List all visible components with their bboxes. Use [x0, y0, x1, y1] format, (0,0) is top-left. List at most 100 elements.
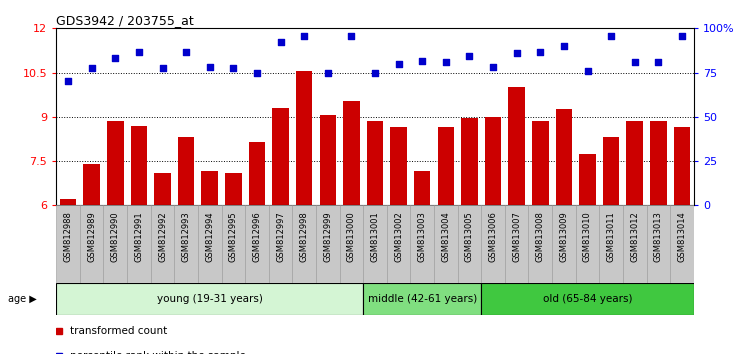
Bar — [320, 115, 336, 205]
Bar — [529, 205, 552, 283]
Bar — [626, 121, 643, 205]
Text: GSM813014: GSM813014 — [677, 212, 686, 262]
Point — [581, 68, 593, 74]
Bar — [552, 205, 576, 283]
Bar — [292, 205, 316, 283]
Text: age ▶: age ▶ — [8, 294, 36, 304]
Point — [628, 59, 640, 65]
Bar — [316, 205, 340, 283]
Text: GSM813000: GSM813000 — [347, 212, 356, 262]
Bar — [178, 137, 194, 205]
Bar — [60, 199, 76, 205]
Text: transformed count: transformed count — [70, 326, 167, 336]
Bar — [670, 205, 694, 283]
Point — [322, 70, 334, 75]
Point — [251, 70, 263, 75]
Text: GSM813002: GSM813002 — [394, 212, 403, 262]
Point — [369, 70, 381, 75]
Text: GSM812996: GSM812996 — [253, 212, 262, 262]
Bar — [245, 205, 268, 283]
Point — [534, 49, 546, 55]
Text: GSM812992: GSM812992 — [158, 212, 167, 262]
Bar — [603, 137, 619, 205]
Bar — [532, 121, 548, 205]
Bar — [556, 109, 572, 205]
Bar — [363, 283, 482, 315]
Bar — [650, 121, 667, 205]
Text: GSM812995: GSM812995 — [229, 212, 238, 262]
Bar — [458, 205, 482, 283]
Point — [204, 64, 216, 69]
Text: GSM813011: GSM813011 — [607, 212, 616, 262]
Text: GSM812990: GSM812990 — [111, 212, 120, 262]
Point — [487, 64, 499, 69]
Point — [274, 39, 286, 45]
Text: GSM813005: GSM813005 — [465, 212, 474, 262]
Bar — [225, 173, 242, 205]
Text: GSM813004: GSM813004 — [441, 212, 450, 262]
Bar — [340, 205, 363, 283]
Point — [298, 33, 310, 39]
Point — [227, 65, 239, 71]
Bar — [461, 118, 478, 205]
Text: percentile rank within the sample: percentile rank within the sample — [70, 351, 246, 354]
Bar — [249, 142, 266, 205]
Bar — [390, 127, 406, 205]
Bar — [482, 205, 505, 283]
Bar — [509, 87, 525, 205]
Bar — [130, 126, 147, 205]
Bar — [623, 205, 646, 283]
Bar — [410, 205, 434, 283]
Text: GSM812998: GSM812998 — [300, 212, 309, 262]
Bar — [599, 205, 623, 283]
Bar — [434, 205, 457, 283]
Bar — [674, 127, 690, 205]
Bar — [80, 205, 104, 283]
Text: GSM812991: GSM812991 — [134, 212, 143, 262]
Text: GSM813009: GSM813009 — [560, 212, 568, 262]
Bar — [221, 205, 245, 283]
Bar — [268, 205, 292, 283]
Point — [511, 51, 523, 56]
Bar — [83, 164, 100, 205]
Text: GSM813007: GSM813007 — [512, 212, 521, 262]
Text: GSM812994: GSM812994 — [206, 212, 214, 262]
Bar — [387, 205, 410, 283]
Point — [652, 59, 664, 65]
Point — [558, 43, 570, 49]
Bar — [363, 205, 387, 283]
Bar — [437, 127, 454, 205]
Bar — [127, 205, 151, 283]
Text: middle (42-61 years): middle (42-61 years) — [368, 294, 477, 304]
Text: GDS3942 / 203755_at: GDS3942 / 203755_at — [56, 14, 194, 27]
Text: GSM813006: GSM813006 — [488, 212, 497, 262]
Text: GSM813001: GSM813001 — [370, 212, 380, 262]
Point — [464, 53, 476, 59]
Bar — [343, 101, 360, 205]
Bar — [272, 108, 289, 205]
Text: GSM812993: GSM812993 — [182, 212, 190, 262]
Text: GSM812997: GSM812997 — [276, 212, 285, 262]
Point — [110, 55, 122, 61]
Bar — [198, 205, 221, 283]
Bar — [367, 121, 383, 205]
Bar — [104, 205, 127, 283]
Point — [180, 49, 192, 55]
Bar — [484, 117, 501, 205]
Text: GSM812999: GSM812999 — [323, 212, 332, 262]
Point — [157, 65, 169, 71]
Bar — [576, 205, 599, 283]
Bar — [202, 171, 218, 205]
Text: old (65-84 years): old (65-84 years) — [543, 294, 632, 304]
Bar — [646, 205, 670, 283]
Point — [440, 59, 452, 65]
Point — [86, 65, 98, 71]
Point — [346, 33, 358, 39]
Point — [416, 58, 428, 64]
Bar — [579, 154, 596, 205]
Bar — [151, 205, 174, 283]
Text: GSM813013: GSM813013 — [654, 212, 663, 262]
Bar — [505, 205, 529, 283]
Text: young (19-31 years): young (19-31 years) — [157, 294, 262, 304]
Point — [605, 33, 617, 39]
